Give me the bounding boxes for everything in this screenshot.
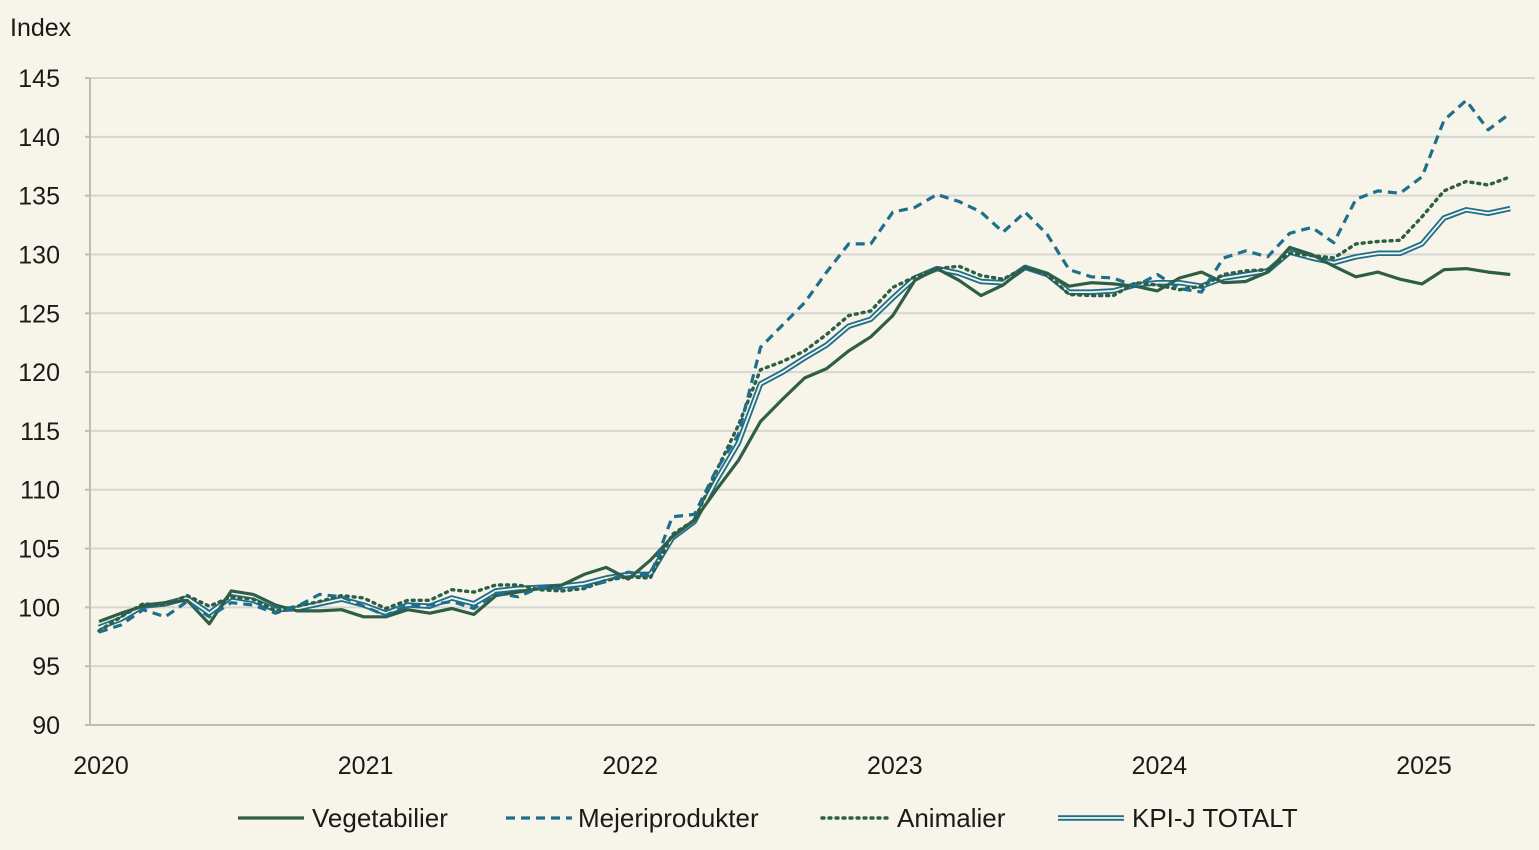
legend-item: Animalier	[820, 803, 1006, 833]
x-tick-label: 2022	[602, 752, 658, 780]
x-axis-tick-labels: 2020 2021 2022 2023 2024 2025	[73, 752, 1452, 780]
y-axis-title: Index	[10, 14, 72, 42]
legend-item: Mejeriprodukter	[506, 803, 759, 833]
legend-label: Vegetabilier	[312, 803, 448, 833]
legend: Vegetabilier Mejeriprodukter Animalier KPI-…	[238, 803, 1298, 833]
legend-label: KPI-J TOTALT	[1132, 803, 1298, 833]
y-tick-label: 145	[18, 65, 60, 93]
legend-label: Animalier	[897, 803, 1006, 833]
x-tick-label: 2024	[1132, 752, 1188, 780]
y-tick-label: 100	[18, 594, 60, 622]
series-vegetabilier	[98, 245, 1511, 626]
series-mejeriprodukter	[98, 98, 1512, 634]
series-line	[98, 245, 1511, 626]
series-line	[98, 98, 1512, 634]
y-tick-label: 90	[32, 712, 60, 740]
y-tick-label: 125	[18, 300, 60, 328]
y-tick-label: 140	[18, 124, 60, 152]
y-axis-tick-labels: 90 95 100 105 110 115 120 125 130 135 140 145	[18, 65, 90, 740]
series-lines	[97, 98, 1512, 634]
y-tick-label: 95	[32, 653, 60, 681]
legend-item: Vegetabilier	[238, 803, 448, 833]
gridlines	[90, 77, 1535, 668]
y-tick-label: 120	[18, 359, 60, 387]
x-tick-label: 2021	[338, 752, 394, 780]
y-tick-label: 105	[18, 536, 60, 564]
y-tick-label: 110	[20, 477, 60, 505]
axes	[89, 78, 1535, 726]
legend-label: Mejeriprodukter	[578, 803, 759, 833]
x-tick-label: 2025	[1396, 752, 1452, 780]
legend-item: KPI-J TOTALT	[1058, 803, 1298, 833]
y-tick-label: 115	[20, 418, 60, 446]
x-tick-label: 2020	[73, 752, 129, 780]
x-tick-label: 2023	[867, 752, 923, 780]
y-tick-label: 130	[18, 241, 60, 269]
y-tick-label: 135	[18, 183, 60, 211]
